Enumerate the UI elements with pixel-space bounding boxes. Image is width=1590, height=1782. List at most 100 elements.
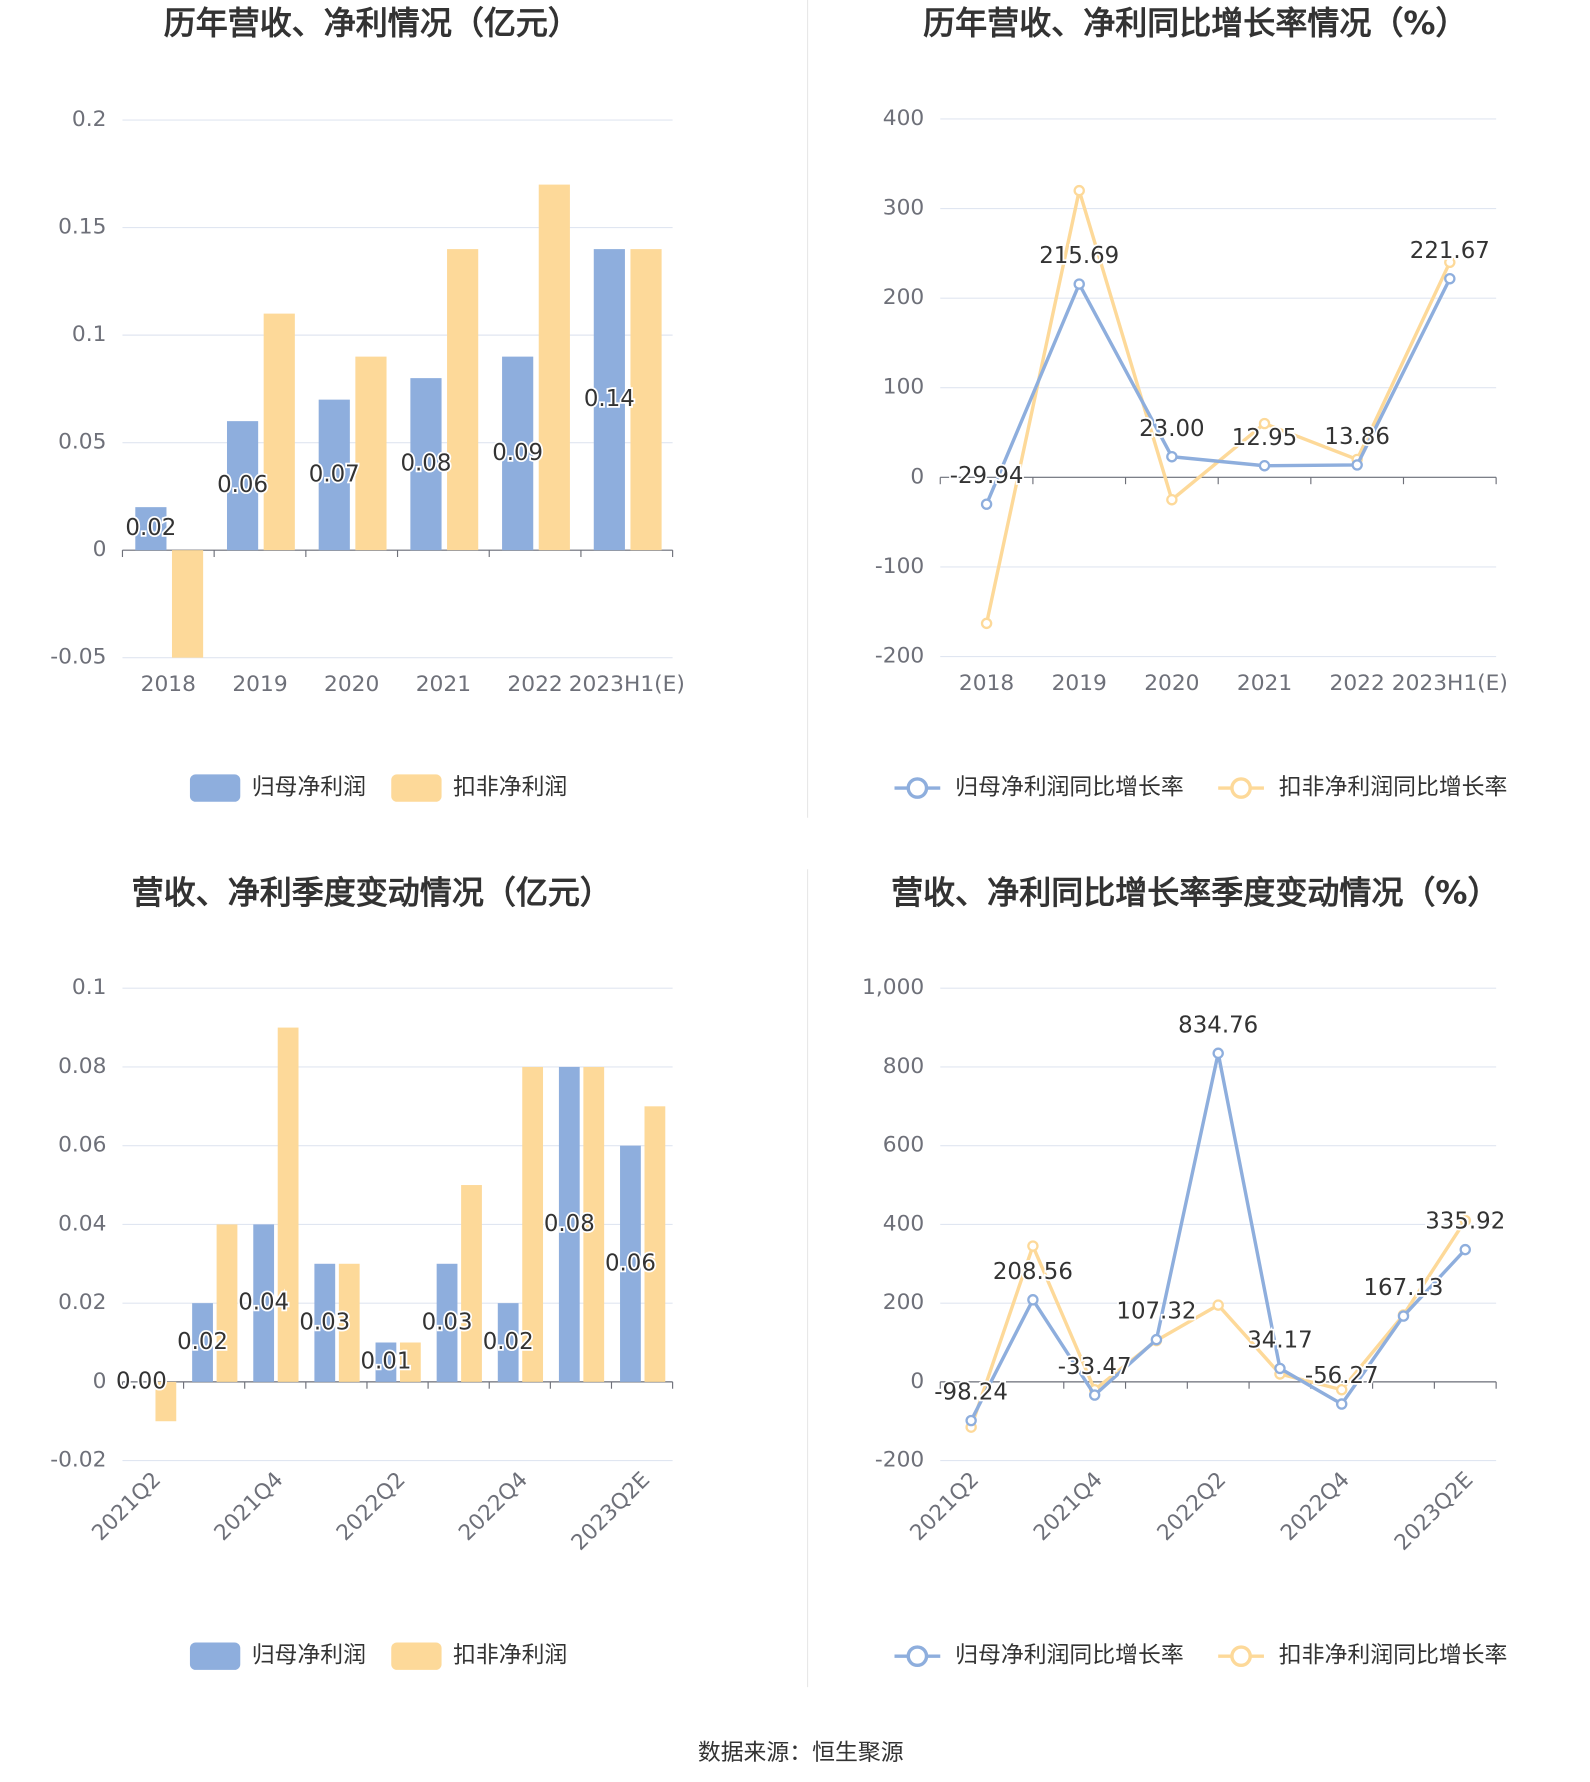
legend-label: 归母净利润: [252, 775, 366, 801]
y-tick-label: -200: [875, 644, 924, 669]
legend-marker: [906, 1645, 929, 1668]
point: [1150, 1333, 1163, 1346]
point: [1459, 1243, 1471, 1256]
data-label: 215.69: [1039, 243, 1119, 269]
bar: [644, 1106, 666, 1382]
line: [969, 1219, 1467, 1428]
data-label: 0.00: [116, 1368, 167, 1394]
point: [1027, 1294, 1039, 1306]
bar: [620, 1145, 641, 1382]
legend-swatch: [189, 1642, 241, 1670]
point: [1166, 494, 1178, 506]
point: [1073, 184, 1085, 197]
point: [1212, 1047, 1224, 1059]
x-tick-label: 2021Q2: [906, 1467, 985, 1546]
x-tick-label: 2021: [416, 672, 471, 697]
chart-title: 营收、净利同比增长率季度变动情况（%）: [891, 873, 1499, 911]
data-label: 12.95: [1232, 425, 1297, 451]
y-tick-label: 200: [883, 1290, 924, 1315]
y-tick-label: 0: [93, 537, 107, 562]
legend-marker: [1230, 1645, 1252, 1668]
bar: [447, 249, 479, 551]
bar: [375, 1342, 397, 1382]
data-label: 0.07: [309, 461, 360, 487]
y-tick-label: 0.04: [58, 1211, 106, 1236]
x-tick-label: 2021Q4: [1029, 1467, 1108, 1546]
x-tick-label: 2019: [232, 672, 287, 697]
x-tick-label: 2018: [141, 672, 196, 697]
data-label: 107.32: [1116, 1299, 1196, 1325]
legend-label: 扣非净利润同比增长率: [1279, 1643, 1508, 1669]
line: [985, 277, 1452, 505]
x-tick-label: 2019: [1052, 671, 1107, 696]
point: [965, 1414, 977, 1427]
legend-label: 归母净利润同比增长率: [955, 1643, 1184, 1669]
x-tick-label: 2023Q2E: [567, 1467, 655, 1555]
bar: [410, 378, 442, 551]
point: [1212, 1299, 1224, 1311]
bar: [630, 249, 662, 551]
data-label: 0.01: [360, 1349, 411, 1375]
data-label: 34.17: [1247, 1327, 1312, 1353]
data-label: 0.03: [299, 1309, 350, 1335]
y-tick-label: 400: [883, 106, 924, 131]
x-tick-label: 2023H1(E): [1392, 671, 1508, 696]
data-label: 0.04: [238, 1290, 289, 1316]
x-tick-label: 2022: [507, 672, 562, 697]
y-tick-label: 200: [883, 285, 924, 310]
chart-title: 历年营收、净利同比增长率情况（%）: [923, 4, 1467, 42]
y-tick-label: -0.02: [50, 1448, 106, 1473]
y-tick-label: 0: [910, 1369, 924, 1394]
data-label: 0.14: [584, 386, 635, 412]
bar: [216, 1224, 238, 1382]
legend-label: 扣非净利润: [453, 775, 567, 801]
chart-title: 营收、净利季度变动情况（亿元）: [132, 873, 612, 911]
x-tick-label: 2022Q4: [1276, 1467, 1355, 1546]
bar: [558, 1066, 580, 1382]
data-label: 23.00: [1139, 416, 1204, 442]
point: [1073, 278, 1085, 290]
point: [1459, 1214, 1471, 1227]
y-tick-label: 0.08: [58, 1054, 106, 1079]
bar: [226, 421, 259, 551]
y-tick-label: 0: [910, 464, 924, 489]
bar: [593, 249, 625, 551]
point: [1166, 451, 1178, 463]
bar: [263, 313, 295, 551]
point: [1444, 256, 1456, 269]
legend-swatch: [391, 774, 442, 802]
y-tick-label: 0.06: [58, 1133, 106, 1158]
bar: [522, 1066, 544, 1382]
bar: [399, 1342, 421, 1382]
bar: [436, 1263, 458, 1382]
point: [1274, 1362, 1286, 1375]
data-label: 0.02: [483, 1329, 534, 1355]
legend-marker: [906, 777, 929, 799]
y-tick-label: -0.05: [50, 645, 106, 670]
x-tick-label: 2023Q2E: [1390, 1467, 1478, 1555]
bar: [277, 1027, 299, 1382]
bar: [497, 1303, 519, 1382]
y-tick-label: 0: [93, 1369, 107, 1394]
x-tick-label: 2020: [1144, 671, 1199, 696]
legend-marker: [1230, 777, 1252, 799]
y-tick-label: 0.15: [58, 215, 106, 240]
bar: [155, 1381, 177, 1422]
bar: [338, 1263, 360, 1382]
line: [969, 1052, 1467, 1422]
x-tick-label: 2022Q4: [454, 1467, 533, 1546]
legend-swatch: [391, 1642, 442, 1670]
y-tick-label: 0.1: [72, 975, 107, 1000]
bar: [135, 507, 167, 551]
data-label: 0.02: [125, 515, 176, 541]
data-label: -33.47: [1058, 1354, 1132, 1380]
y-tick-label: 0.2: [72, 107, 107, 132]
data-label: 221.67: [1410, 238, 1490, 264]
y-tick-label: 600: [883, 1133, 924, 1158]
bar: [355, 356, 387, 551]
point: [1336, 1384, 1348, 1396]
data-label: 834.76: [1178, 1012, 1258, 1038]
point: [980, 498, 993, 510]
point: [1336, 1398, 1348, 1410]
